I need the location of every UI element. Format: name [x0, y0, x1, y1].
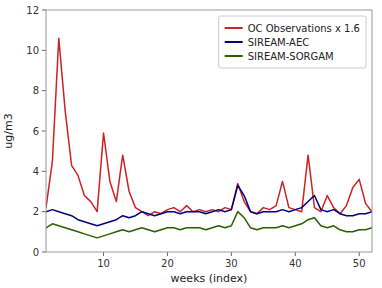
y-tick-label: 6 — [33, 126, 39, 137]
chart: 10 20 30 40 50 0 2 4 6 8 10 12 weeks (index) ug/m3 OC … — [0, 0, 382, 288]
x-tick-label: 50 — [353, 258, 366, 269]
y-tick-label: 10 — [26, 45, 39, 56]
legend-swatch — [225, 55, 243, 57]
x-axis-label: weeks (index) — [171, 272, 248, 285]
x-tick-label: 20 — [161, 258, 174, 269]
y-tick — [42, 50, 46, 51]
legend: OC Observations x 1.6 SIREAM-AEC SIREAM-SO… — [219, 16, 366, 68]
legend-swatch — [225, 41, 243, 43]
y-tick — [42, 211, 46, 212]
y-axis-label: ug/m3 — [2, 113, 15, 148]
y-tick — [42, 10, 46, 11]
x-tick-label: 40 — [289, 258, 302, 269]
y-tick-label: 8 — [33, 85, 39, 96]
plot-frame — [46, 10, 372, 252]
legend-entry: OC Observations x 1.6 — [248, 23, 360, 34]
legend-entry: SIREAM-AEC — [248, 37, 310, 48]
x-tick-label: 30 — [225, 258, 238, 269]
plot-area — [46, 10, 372, 252]
legend-swatch — [225, 27, 243, 29]
series-line — [46, 212, 372, 238]
y-tick — [42, 90, 46, 91]
x-tick — [167, 252, 168, 256]
x-tick — [231, 252, 232, 256]
legend-entry: SIREAM-SORGAM — [248, 51, 334, 62]
series-line — [46, 185, 372, 225]
x-tick — [359, 252, 360, 256]
x-tick-label: 10 — [97, 258, 110, 269]
x-tick — [295, 252, 296, 256]
y-tick — [42, 171, 46, 172]
y-tick-label: 2 — [33, 206, 39, 217]
axes: 10 20 30 40 50 0 2 4 6 8 10 12 — [26, 5, 365, 270]
y-tick-label: 12 — [26, 5, 39, 16]
y-tick-label: 4 — [33, 166, 39, 177]
x-tick — [103, 252, 104, 256]
y-tick-label: 0 — [33, 247, 39, 258]
y-tick — [42, 131, 46, 132]
y-tick — [42, 252, 46, 253]
legend-box — [219, 16, 366, 68]
